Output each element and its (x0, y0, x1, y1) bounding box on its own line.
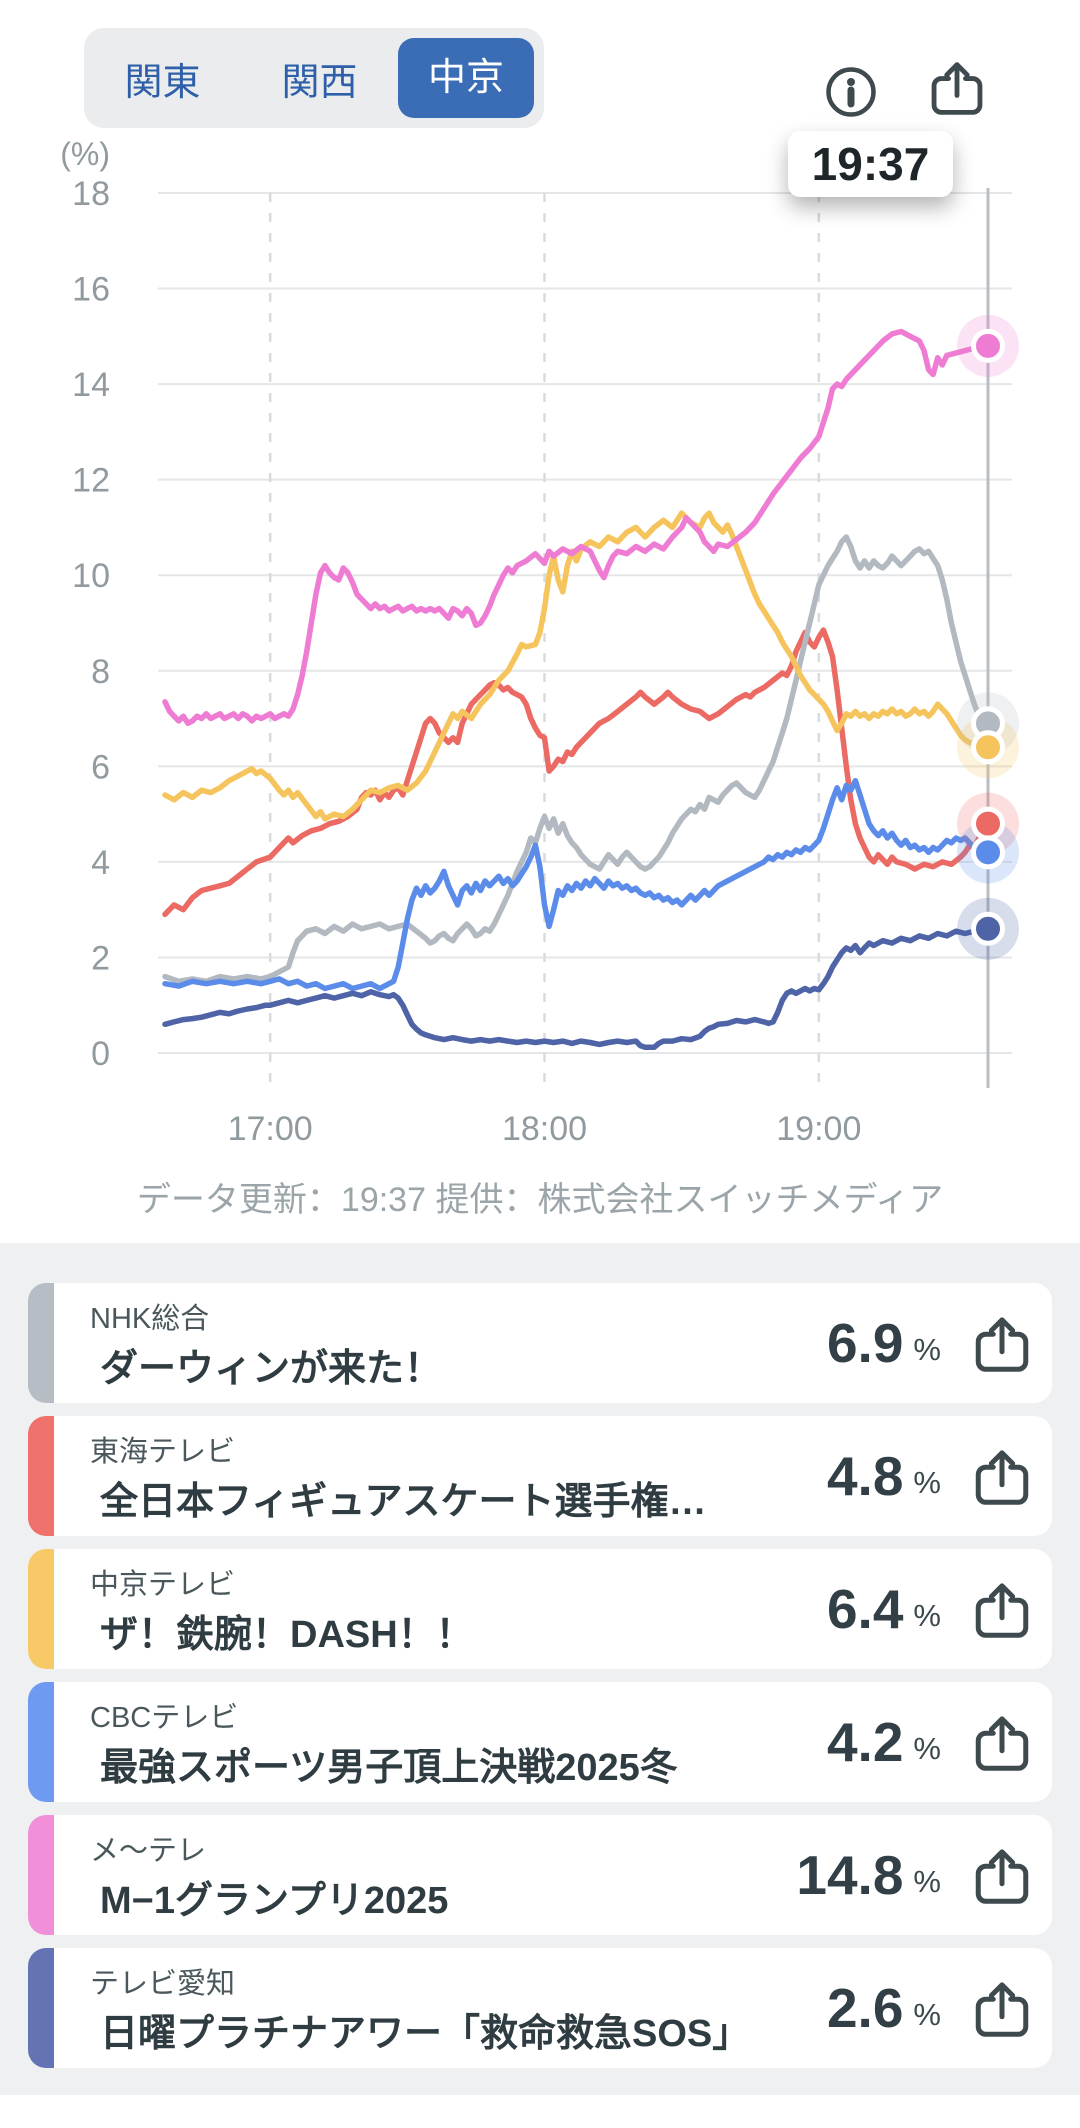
y-tick-label: 14 (72, 366, 110, 404)
tab-chukyo[interactable]: 中京 (398, 38, 534, 118)
y-tick-label: 18 (72, 175, 110, 213)
program-title: 最強スポーツ男子頂上決戦2025冬 (100, 1747, 678, 1789)
rating-value: 4.8 % (826, 1445, 941, 1507)
y-tick-label: 2 (91, 939, 110, 977)
percent-sign: % (913, 1731, 941, 1766)
channel-card-chukyo-tv[interactable]: 中京テレビ ザ！鉄腕！DASH！！ 6.4 % (28, 1549, 1052, 1669)
channel-name: 中京テレビ (90, 1569, 236, 1601)
channel-card-metele[interactable]: メ〜テレ M−1グランプリ2025 14.8 % (28, 1815, 1052, 1935)
percent-sign: % (913, 1465, 941, 1500)
y-tick-label: 8 (91, 653, 110, 691)
series-line (162, 627, 991, 918)
percent-sign: % (913, 1332, 941, 1367)
tab-kansai[interactable]: 関西 (281, 61, 358, 104)
y-axis-unit-label: (%) (60, 136, 110, 172)
percent-sign: % (913, 1864, 941, 1899)
tab-kanto[interactable]: 関東 (124, 61, 201, 104)
end-dot (971, 835, 1005, 870)
accent-bar (28, 1283, 54, 1403)
rating-value: 6.4 % (826, 1578, 941, 1640)
y-tick-label: 16 (72, 271, 110, 309)
y-tick-label: 12 (72, 462, 110, 500)
y-tick-label: 4 (91, 844, 110, 882)
ratings-chart[interactable]: 18 16 14 12 10 8 6 4 2 0 (%) 17:00 18:00 19:00 (0, 0, 1080, 1160)
accent-bar (28, 1549, 54, 1669)
y-tick-label: 0 (91, 1035, 110, 1073)
series-line (162, 510, 991, 822)
end-dot (971, 730, 1005, 765)
rating-value: 14.8 % (796, 1844, 941, 1906)
y-tick-label: 6 (91, 748, 110, 786)
time-tooltip: 19:37 (788, 131, 953, 197)
program-title: ダーウィンが来た！ (100, 1348, 443, 1390)
program-title: 全日本フィギュアスケート選手権… (100, 1481, 707, 1523)
info-button[interactable] (824, 65, 878, 119)
series-line (162, 534, 991, 985)
series-line (162, 926, 991, 1051)
end-dot (971, 911, 1005, 946)
rating-value: 6.9 % (826, 1312, 941, 1374)
x-tick-label: 17:00 (228, 1110, 313, 1148)
channel-name: 東海テレビ (90, 1436, 236, 1468)
accent-bar (28, 1948, 54, 2068)
card-share-button[interactable] (972, 1446, 1032, 1506)
share-icon (931, 62, 983, 115)
rating-value: 2.6 % (826, 1977, 941, 2039)
series-line (162, 777, 991, 992)
program-title: 日曜プラチナアワー「救命救急SOS」 (100, 2013, 751, 2055)
channel-name: テレビ愛知 (90, 1968, 236, 2000)
end-dot (971, 328, 1005, 363)
info-icon (826, 67, 876, 117)
accent-bar (28, 1416, 54, 1536)
accent-bar (28, 1815, 54, 1935)
channel-list: NHK総合 ダーウィンが来た！ 6.9 % 東海テレビ 全日本フィギュアスケート… (0, 1243, 1080, 2095)
region-tabbar: 関東 関西 中京 (84, 28, 544, 128)
program-title: ザ！鉄腕！DASH！！ (100, 1614, 474, 1656)
channel-card-nhk[interactable]: NHK総合 ダーウィンが来た！ 6.9 % (28, 1283, 1052, 1403)
card-share-button[interactable] (972, 1313, 1032, 1373)
end-dot (971, 806, 1005, 841)
data-update-text: データ更新：19:37 提供：株式会社スイッチメディア (136, 1181, 944, 1219)
card-share-button[interactable] (972, 1978, 1032, 2038)
channel-card-cbc[interactable]: CBCテレビ 最強スポーツ男子頂上決戦2025冬 4.2 % (28, 1682, 1052, 1802)
channel-name: CBCテレビ (90, 1702, 239, 1734)
card-share-button[interactable] (972, 1579, 1032, 1639)
channel-card-tokai[interactable]: 東海テレビ 全日本フィギュアスケート選手権… 4.8 % (28, 1416, 1052, 1536)
percent-sign: % (913, 1997, 941, 2032)
channel-name: NHK総合 (90, 1303, 210, 1335)
x-tick-label: 18:00 (502, 1110, 587, 1148)
header-share-button[interactable] (928, 58, 986, 116)
x-tick-label: 19:00 (776, 1110, 861, 1148)
accent-bar (28, 1682, 54, 1802)
rating-value: 4.2 % (826, 1711, 941, 1773)
card-share-button[interactable] (972, 1712, 1032, 1772)
percent-sign: % (913, 1598, 941, 1633)
channel-name: メ〜テレ (90, 1835, 207, 1867)
y-tick-label: 10 (72, 557, 110, 595)
series-line (162, 328, 991, 727)
card-share-button[interactable] (972, 1845, 1032, 1905)
channel-card-tv-aichi[interactable]: テレビ愛知 日曜プラチナアワー「救命救急SOS」 2.6 % (28, 1948, 1052, 2068)
program-title: M−1グランプリ2025 (100, 1880, 449, 1922)
